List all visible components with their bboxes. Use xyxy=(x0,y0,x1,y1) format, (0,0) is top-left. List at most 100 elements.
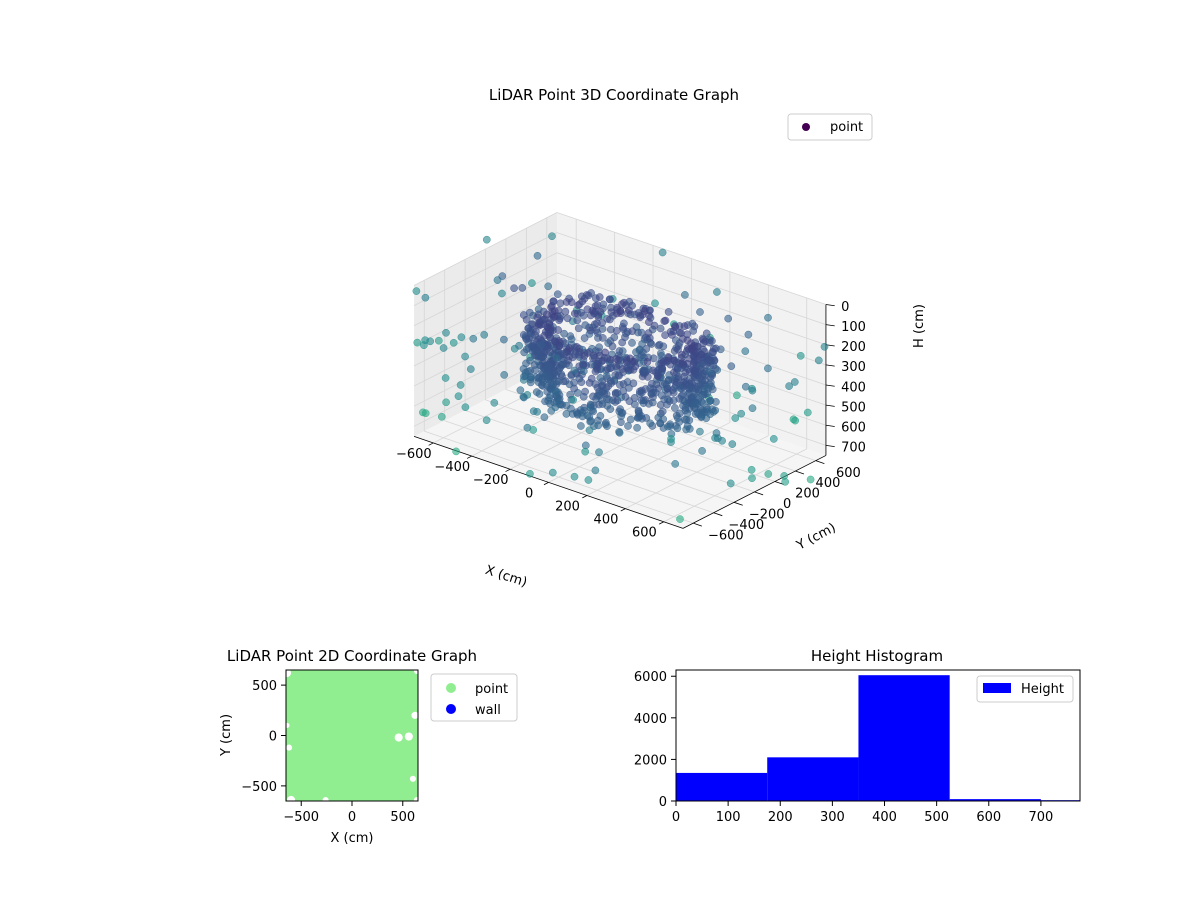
chart-3d-gridline-y xyxy=(424,430,694,524)
chart-3d-point xyxy=(724,314,733,323)
chart-2d-xtick-label: 500 xyxy=(390,810,415,825)
chart-2d-gap xyxy=(411,711,419,719)
chart-3d-point xyxy=(711,434,719,442)
chart-3d-point xyxy=(713,288,721,296)
chart-3d-point xyxy=(595,293,604,301)
chart-3d-point xyxy=(668,331,676,339)
chart-3d-ytick-label: 600 xyxy=(836,466,861,481)
chart-3d-point xyxy=(744,330,753,339)
chart-3d-point xyxy=(461,352,469,361)
chart-3d-point xyxy=(726,479,735,488)
chart-3d-point xyxy=(642,345,651,353)
chart-3d-point xyxy=(565,380,574,389)
chart-3d-point xyxy=(796,351,805,360)
chart-3d-ytick-label: −200 xyxy=(749,507,785,522)
chart-3d-point xyxy=(685,384,694,393)
chart-histogram-xtick-label: 500 xyxy=(924,810,949,825)
chart-3d-point xyxy=(548,232,556,241)
chart-3d-point xyxy=(420,341,428,350)
chart-3d-gridline-z xyxy=(413,252,558,327)
chart-2d-ticks: −500 −500 0 0 500 500 xyxy=(241,679,415,825)
chart-3d-point xyxy=(682,425,691,434)
chart-3d-point xyxy=(562,410,571,418)
chart-3d-point xyxy=(544,282,553,291)
chart-3d-xlabel: X (cm) xyxy=(483,563,529,591)
chart-3d-point xyxy=(696,308,704,316)
chart-3d-ytick-label: −400 xyxy=(728,518,764,533)
chart-3d-point xyxy=(595,448,603,457)
chart-3d-point xyxy=(531,366,539,374)
chart-3d-ztick xyxy=(825,304,835,307)
chart-3d-point xyxy=(712,398,720,406)
chart-3d-point xyxy=(529,407,538,416)
chart-3d-point xyxy=(791,416,800,425)
chart-3d-point xyxy=(671,323,680,331)
chart-3d-point xyxy=(737,409,746,418)
chart-3d-point xyxy=(664,308,673,316)
chart-3d-point xyxy=(449,338,458,347)
chart-3d-point xyxy=(699,339,708,348)
chart-3d-point xyxy=(550,307,559,315)
chart-3d-point xyxy=(657,349,665,358)
chart-2d-legend-label-point: point xyxy=(475,682,508,697)
chart-3d-point xyxy=(562,401,571,410)
chart-3d-point xyxy=(544,373,553,382)
chart-histogram-xtick-label: 300 xyxy=(820,810,845,825)
chart-3d-point xyxy=(537,340,546,349)
chart-3d-legend-marker xyxy=(802,123,810,131)
chart-3d-point xyxy=(419,408,427,417)
chart-3d-point xyxy=(748,474,756,483)
chart-3d-point xyxy=(733,391,741,400)
chart-3d-point xyxy=(548,468,557,477)
chart-2d-gap xyxy=(284,722,290,728)
chart-3d-gridline-y xyxy=(464,409,735,503)
chart-3d-point xyxy=(498,289,506,298)
chart-3d-point xyxy=(596,374,605,382)
chart-2d-xtick-label: 0 xyxy=(348,810,356,825)
chart-3d-point xyxy=(591,466,600,475)
chart-histogram-legend-box xyxy=(976,675,1074,703)
chart-3d-point xyxy=(650,321,659,330)
chart-3d-point xyxy=(528,320,537,329)
chart-3d-point xyxy=(640,307,649,315)
chart-3d-point xyxy=(587,360,596,369)
chart-3d-point xyxy=(529,340,538,349)
chart-3d-point xyxy=(569,396,577,404)
chart-3d-point xyxy=(573,388,582,397)
chart-3d-point xyxy=(570,309,579,318)
chart-2d-gap xyxy=(409,775,416,782)
chart-3d-xtick-label: 600 xyxy=(632,526,657,541)
chart-3d-point xyxy=(554,377,563,386)
chart-3d-point xyxy=(577,422,585,430)
chart-3d-point xyxy=(654,413,663,422)
chart-3d-point xyxy=(630,400,639,409)
chart-3d-point xyxy=(728,440,737,448)
chart-histogram-ytick-label: 4000 xyxy=(634,712,667,727)
histogram-bar xyxy=(767,757,859,801)
chart-3d-point xyxy=(674,375,682,384)
chart-3d-point xyxy=(624,364,632,372)
chart-3d-ztick-label: 600 xyxy=(841,421,866,436)
chart-2d-gap xyxy=(394,733,403,742)
chart-3d-point xyxy=(806,475,815,484)
chart-histogram-bars xyxy=(676,675,1080,801)
chart-3d-point xyxy=(705,367,714,376)
chart-3d-point xyxy=(655,340,664,349)
chart-3d-point xyxy=(557,370,566,379)
chart-3d-point xyxy=(594,390,603,399)
chart-3d-point xyxy=(437,412,446,421)
chart-3d-point xyxy=(814,356,823,365)
chart-3d-ztick-label: 100 xyxy=(841,320,866,335)
chart-3d-point xyxy=(696,374,704,382)
chart-3d-point xyxy=(574,301,582,310)
chart-3d-ztick-label: 200 xyxy=(841,340,866,355)
chart-3d-point xyxy=(561,307,570,316)
chart-3d-gridline-z xyxy=(556,212,827,305)
histogram-bar xyxy=(676,772,768,801)
chart-2d-gap xyxy=(322,796,329,804)
chart-3d-gridline-z xyxy=(413,232,558,306)
chart-3d-point xyxy=(708,348,717,356)
chart-3d-point xyxy=(612,326,621,335)
chart-3d-point xyxy=(769,435,778,443)
